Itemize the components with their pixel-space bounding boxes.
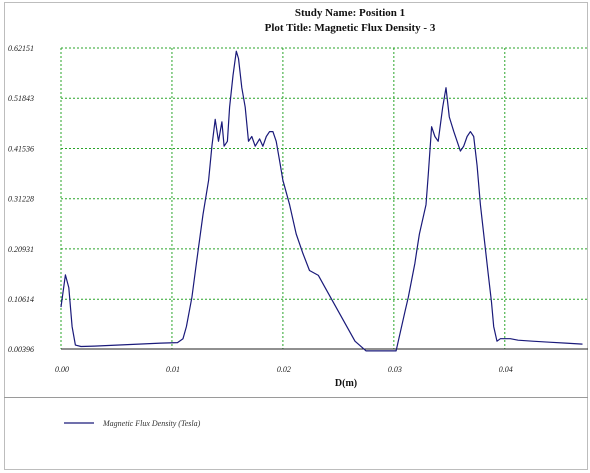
series-layer [60, 50, 583, 352]
x-axis-label: D(m) [335, 378, 357, 389]
chart-frame [4, 2, 588, 470]
tick-labels: 0.00396 0.10614 0.20931 0.31228 0.41536 0.518… [8, 44, 513, 374]
legend-divider [4, 397, 588, 398]
chart-subtitle: Plot Title: Magnetic Flux Density - 3 [264, 22, 436, 34]
y-tick-label: 0.51843 [8, 94, 34, 103]
x-tick-label: 0.04 [499, 365, 513, 374]
legend: Magnetic Flux Density (Tesla) [64, 419, 201, 428]
series-line-0 [60, 50, 583, 352]
y-tick-label: 0.41536 [8, 144, 34, 153]
chart-title: Study Name: Position 1 [294, 7, 406, 19]
legend-label: Magnetic Flux Density (Tesla) [102, 419, 201, 428]
x-tick-label: 0.02 [277, 365, 291, 374]
y-tick-label: 0.10614 [8, 295, 34, 304]
x-tick-label: 0.03 [388, 365, 402, 374]
y-tick-label: 0.62151 [8, 44, 34, 53]
x-tick-label: 0.01 [166, 365, 180, 374]
y-tick-label: 0.31228 [8, 195, 34, 204]
y-tick-label: 0.00396 [8, 345, 34, 354]
y-tick-label: 0.20931 [8, 245, 34, 254]
x-tick-label: 0.00 [55, 365, 69, 374]
grid-lines [60, 47, 588, 349]
